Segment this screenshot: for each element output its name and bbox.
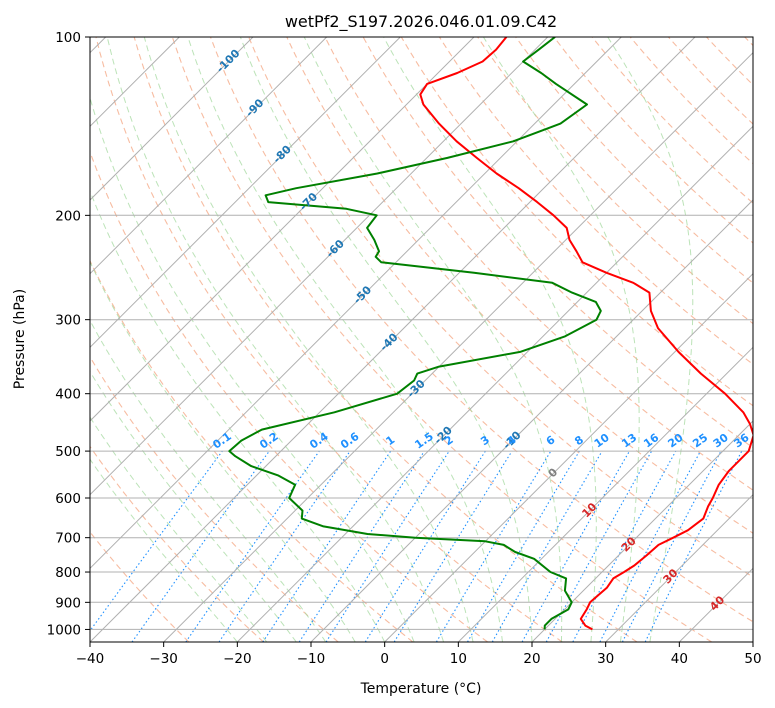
y-tick-label: 900 xyxy=(55,595,81,611)
dry-adiabat xyxy=(629,37,753,165)
moist-adiabat xyxy=(482,37,640,642)
mixing-ratio-line xyxy=(572,450,677,642)
mixing-ratio-line xyxy=(325,450,450,642)
y-axis-label: Pressure (hPa) xyxy=(12,289,28,389)
moist-adiabat xyxy=(90,260,356,642)
plot-frame xyxy=(89,36,754,643)
y-tick-label: 200 xyxy=(55,208,81,224)
temperature-line xyxy=(419,37,753,631)
y-axis: 100 200 300 400 500 600 700 800 900 1000 xyxy=(47,30,90,638)
x-tick-label: −30 xyxy=(149,651,178,667)
dry-adiabat xyxy=(90,259,414,642)
isotherm xyxy=(163,51,753,642)
mixing-ratio-line xyxy=(364,450,486,642)
dry-adiabat xyxy=(324,37,753,491)
moist-adiabat xyxy=(90,319,327,642)
y-tick-label: 800 xyxy=(55,565,81,581)
y-tick-label: 300 xyxy=(55,313,81,329)
isotherm xyxy=(90,37,475,422)
mixing-ratio-line xyxy=(435,450,552,642)
isotherm xyxy=(90,37,696,642)
isotherm xyxy=(90,37,401,349)
dry-adiabat xyxy=(591,37,753,204)
isotherm xyxy=(236,125,753,642)
mixing-ratio-line xyxy=(131,450,270,642)
moist-adiabat xyxy=(187,37,503,642)
x-tick-label: −10 xyxy=(297,651,326,667)
background-lines xyxy=(90,37,753,642)
moist-adiabat xyxy=(90,458,238,642)
mixing-ratio-line xyxy=(491,450,603,642)
dry-adiabat xyxy=(95,37,563,642)
moist-adiabat xyxy=(90,370,297,642)
dry-adiabat xyxy=(171,37,712,642)
isotherm xyxy=(531,420,753,642)
y-tick-label: 100 xyxy=(55,30,81,46)
moist-adiabat xyxy=(90,416,268,642)
x-tick-label: 50 xyxy=(744,651,761,667)
dry-adiabat xyxy=(515,37,753,284)
mixing-ratio-line xyxy=(90,450,223,632)
y-tick-label: 700 xyxy=(55,531,81,547)
x-tick-label: 40 xyxy=(671,651,688,667)
x-axis-label: Temperature (°C) xyxy=(360,681,482,697)
isotherm xyxy=(90,37,328,275)
x-tick-label: −20 xyxy=(223,651,252,667)
y-tick-label: 600 xyxy=(55,491,81,507)
pressure-gridlines xyxy=(90,37,753,630)
moist-adiabat xyxy=(303,37,563,642)
dry-adiabat xyxy=(90,445,264,642)
x-tick-label: −40 xyxy=(76,651,105,667)
x-axis: −40 −30 −20 −10 0 10 20 30 40 50 xyxy=(76,642,762,667)
moist-adiabat xyxy=(143,37,474,642)
isotherm xyxy=(90,37,549,496)
chart-title: wetPf2_S197.2026.046.01.09.C42 xyxy=(285,12,557,32)
mixing-ratio-line xyxy=(521,450,630,642)
dry-adiabat xyxy=(209,37,753,623)
isotherm xyxy=(310,199,753,642)
dry-adiabat xyxy=(400,37,753,407)
moist-adiabat xyxy=(239,37,533,642)
dry-adiabat xyxy=(477,37,753,325)
mixing-ratio-line xyxy=(393,450,513,642)
moist-adiabat xyxy=(607,37,694,642)
dry-adiabat xyxy=(133,37,638,642)
mixing-ratio-line xyxy=(467,450,580,642)
x-tick-label: 20 xyxy=(523,651,540,667)
moist-adiabat xyxy=(90,189,386,642)
dry-adiabat xyxy=(248,37,753,578)
mixing-ratio-line xyxy=(218,450,351,642)
mixing-ratio-line xyxy=(185,450,320,642)
moist-adiabat xyxy=(106,37,445,642)
isotherm xyxy=(90,37,254,201)
y-tick-label: 1000 xyxy=(47,622,81,638)
isotherm xyxy=(605,493,753,642)
y-tick-label: 400 xyxy=(55,387,81,403)
x-tick-label: 10 xyxy=(450,651,467,667)
profile-lines xyxy=(228,37,753,631)
x-tick-label: 0 xyxy=(380,651,389,667)
y-tick-label: 500 xyxy=(55,444,81,460)
isotherm xyxy=(457,346,753,642)
x-tick-label: 30 xyxy=(597,651,614,667)
dewpoint-line xyxy=(228,37,602,630)
